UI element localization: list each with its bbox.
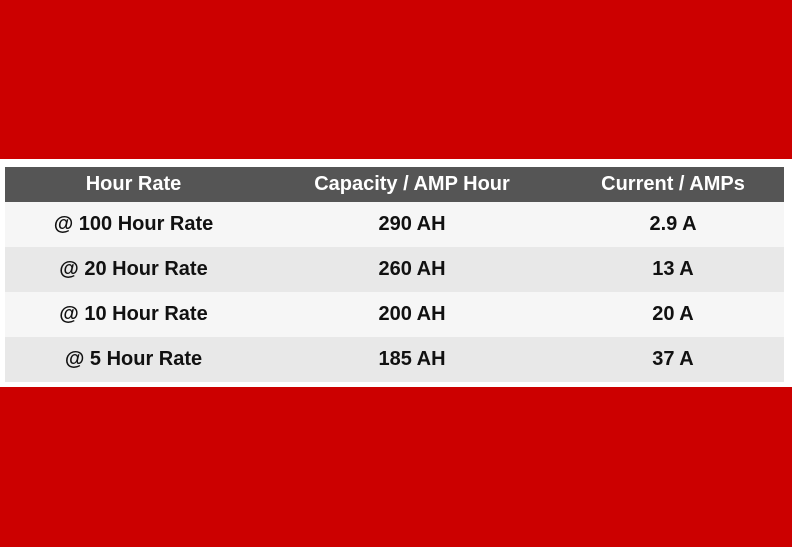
cell-current: 2.9 A: [562, 202, 784, 247]
cell-capacity: 260 AH: [262, 247, 562, 292]
table-row: @ 100 Hour Rate 290 AH 2.9 A: [5, 202, 784, 247]
header-capacity: Capacity / AMP Hour: [262, 167, 562, 202]
cell-hour-rate: @ 20 Hour Rate: [5, 247, 262, 292]
cell-capacity: 200 AH: [262, 292, 562, 337]
cell-hour-rate: @ 100 Hour Rate: [5, 202, 262, 247]
header-current: Current / AMPs: [562, 167, 784, 202]
red-bottom-band: [0, 387, 792, 547]
table-row: @ 20 Hour Rate 260 AH 13 A: [5, 247, 784, 292]
battery-rate-table-container: Hour Rate Capacity / AMP Hour Current / …: [5, 167, 784, 382]
cell-current: 13 A: [562, 247, 784, 292]
table-row: @ 10 Hour Rate 200 AH 20 A: [5, 292, 784, 337]
header-hour-rate: Hour Rate: [5, 167, 262, 202]
table-header-row: Hour Rate Capacity / AMP Hour Current / …: [5, 167, 784, 202]
cell-current: 37 A: [562, 337, 784, 382]
red-top-band: [0, 0, 792, 159]
cell-capacity: 290 AH: [262, 202, 562, 247]
cell-hour-rate: @ 10 Hour Rate: [5, 292, 262, 337]
battery-rate-table: Hour Rate Capacity / AMP Hour Current / …: [5, 167, 784, 382]
cell-capacity: 185 AH: [262, 337, 562, 382]
cell-current: 20 A: [562, 292, 784, 337]
table-row: @ 5 Hour Rate 185 AH 37 A: [5, 337, 784, 382]
cell-hour-rate: @ 5 Hour Rate: [5, 337, 262, 382]
